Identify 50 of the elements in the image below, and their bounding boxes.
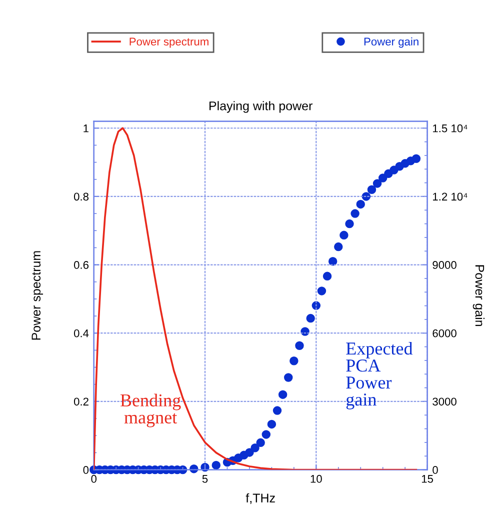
y-tick-label: 0 — [83, 466, 89, 474]
point — [412, 154, 421, 164]
point — [272, 406, 282, 415]
x-axis-title: f,THz — [246, 493, 275, 504]
y2-tick-label: 0 — [432, 466, 438, 474]
point — [250, 444, 260, 452]
y2-tick-label: 6000 — [432, 329, 456, 338]
point — [328, 256, 338, 266]
y2-tick-label: 3000 — [432, 398, 456, 406]
y-tick-label: 0.4 — [74, 329, 89, 338]
point — [356, 200, 365, 209]
annotation: Bending magnet — [120, 394, 181, 428]
y2-tick-label: 9000 — [432, 261, 456, 269]
legend-label: Power spectrum — [130, 38, 208, 48]
x-tick-label: 10 — [310, 474, 322, 483]
chart-title: Playing with power — [210, 101, 312, 113]
y-axis-title: Power spectrum — [32, 251, 43, 340]
point — [300, 327, 310, 336]
point — [306, 314, 315, 323]
y2-axis-title: Power gain — [472, 265, 484, 326]
point — [378, 174, 388, 182]
point — [367, 185, 376, 194]
y-tick-label: 0.2 — [74, 398, 88, 406]
point — [295, 341, 304, 350]
point — [322, 272, 332, 281]
point — [278, 390, 288, 399]
point — [256, 438, 265, 448]
point — [340, 230, 348, 240]
point — [362, 192, 371, 201]
point — [345, 219, 354, 228]
point — [262, 430, 271, 439]
point — [245, 448, 254, 457]
point — [267, 420, 276, 429]
point — [290, 356, 298, 366]
point — [212, 460, 220, 470]
legend-label: Power gain — [364, 37, 418, 48]
y-tick-label: 1 — [84, 124, 88, 132]
y-tick-label: 0.8 — [74, 192, 89, 201]
x-tick-label: 0 — [91, 474, 97, 483]
y2-tick-label: 1.5 10⁴ — [433, 124, 468, 132]
point — [317, 286, 326, 296]
point — [372, 179, 382, 188]
annotation: Expected PCA Power gain — [346, 342, 413, 410]
x-tick-label: 15 — [422, 475, 434, 483]
y2-tick-label: 1.2 10⁴ — [433, 192, 468, 201]
x-tick-label: 5 — [202, 475, 208, 483]
point — [350, 209, 360, 218]
y-tick-label: 0.6 — [74, 261, 89, 269]
point — [284, 373, 293, 382]
point — [334, 242, 343, 252]
